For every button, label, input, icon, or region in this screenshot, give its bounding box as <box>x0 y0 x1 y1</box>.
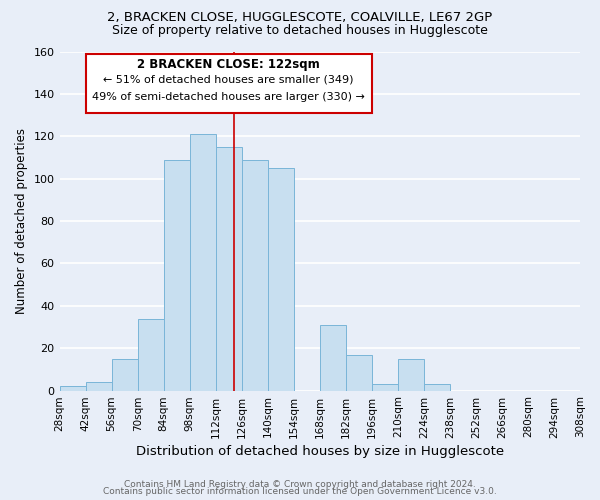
Bar <box>215 147 242 390</box>
Bar <box>164 160 190 390</box>
Bar <box>372 384 398 390</box>
Bar <box>137 318 164 390</box>
Y-axis label: Number of detached properties: Number of detached properties <box>15 128 28 314</box>
Text: 49% of semi-detached houses are larger (330) →: 49% of semi-detached houses are larger (… <box>92 92 365 102</box>
Text: 2, BRACKEN CLOSE, HUGGLESCOTE, COALVILLE, LE67 2GP: 2, BRACKEN CLOSE, HUGGLESCOTE, COALVILLE… <box>107 11 493 24</box>
Text: Contains public sector information licensed under the Open Government Licence v3: Contains public sector information licen… <box>103 487 497 496</box>
Text: Size of property relative to detached houses in Hugglescote: Size of property relative to detached ho… <box>112 24 488 37</box>
Bar <box>59 386 86 390</box>
FancyBboxPatch shape <box>86 54 372 113</box>
Text: ← 51% of detached houses are smaller (349): ← 51% of detached houses are smaller (34… <box>103 75 354 85</box>
Bar <box>242 160 268 390</box>
Bar <box>398 359 424 390</box>
Text: 2 BRACKEN CLOSE: 122sqm: 2 BRACKEN CLOSE: 122sqm <box>137 58 320 71</box>
Bar <box>190 134 215 390</box>
X-axis label: Distribution of detached houses by size in Hugglescote: Distribution of detached houses by size … <box>136 444 504 458</box>
Bar <box>268 168 294 390</box>
Bar <box>86 382 112 390</box>
Bar <box>424 384 450 390</box>
Text: Contains HM Land Registry data © Crown copyright and database right 2024.: Contains HM Land Registry data © Crown c… <box>124 480 476 489</box>
Bar <box>112 359 137 390</box>
Bar <box>320 325 346 390</box>
Bar <box>346 354 372 390</box>
